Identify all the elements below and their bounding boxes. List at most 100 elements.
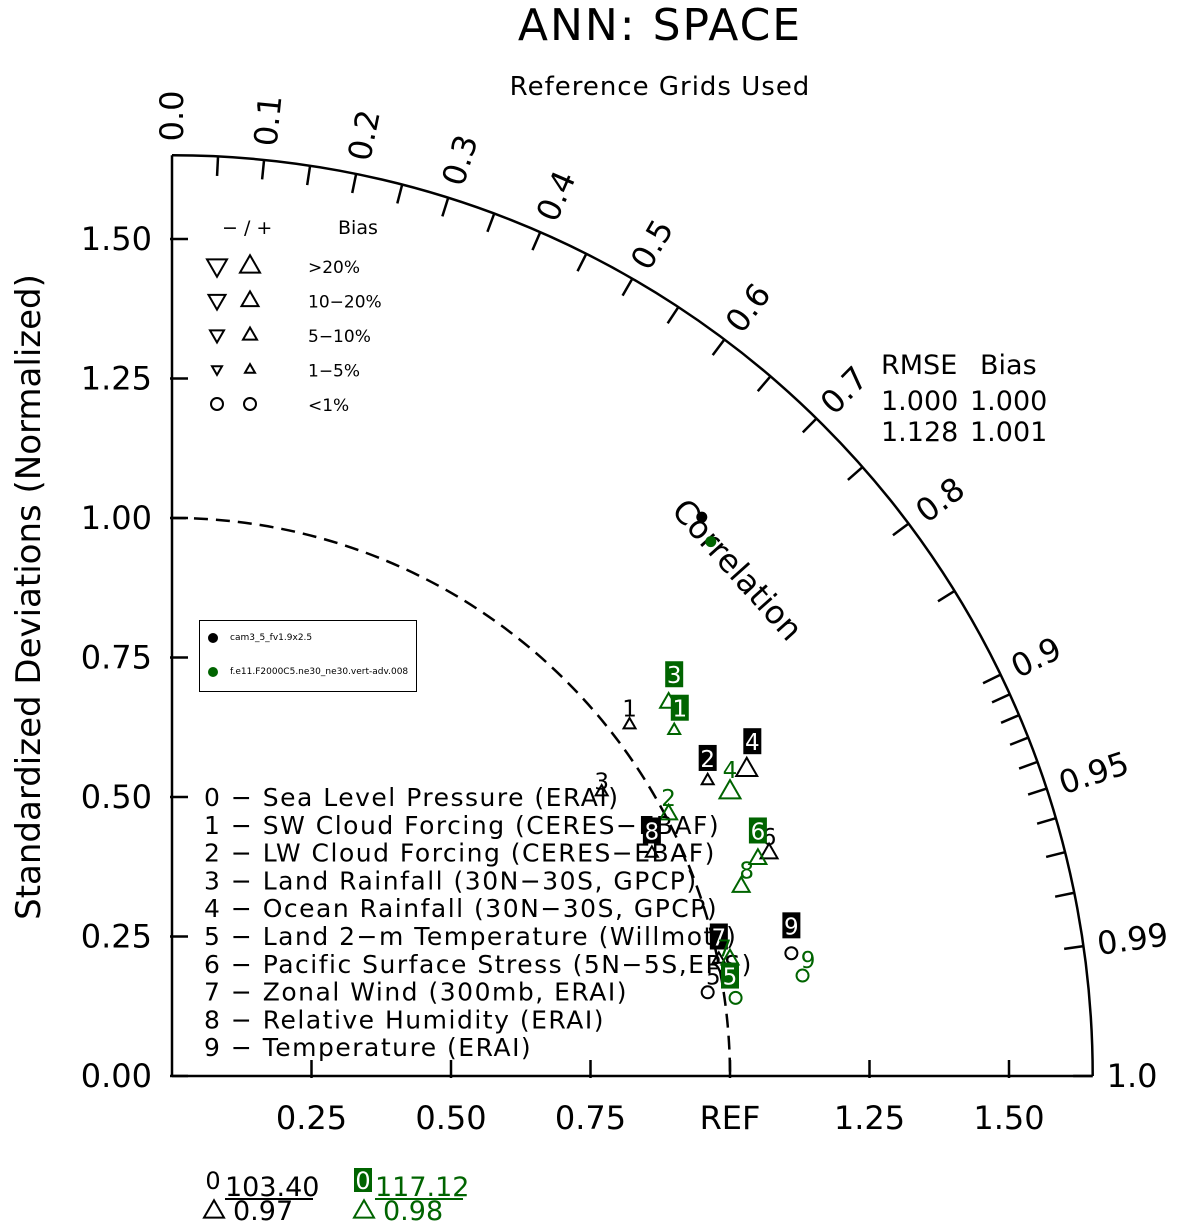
correlation-tick — [1018, 760, 1038, 770]
correlation-tick — [305, 165, 312, 186]
correlation-tick — [1009, 736, 1029, 746]
stats-rmse-value: 1.000 — [881, 386, 958, 417]
case-legend-item: f.e11.F2000C5.ne30_ne30.vert-adv.008 — [208, 667, 408, 677]
case-legend-item: cam3_5_fv1.9x2.5 — [208, 633, 312, 643]
correlation-tick — [991, 693, 1011, 704]
data-point-label: 1 — [672, 697, 687, 723]
bias-legend-down-icon — [208, 329, 226, 345]
data-point-label: 8 — [645, 819, 660, 845]
y-tick-label: 1.50 — [81, 220, 152, 258]
x-tick-label: 1.25 — [834, 1099, 905, 1137]
correlation-tick-label: 0.2 — [340, 107, 387, 164]
correlation-tick-label: 0.1 — [247, 93, 290, 147]
correlation-tick — [486, 213, 496, 233]
bias-legend-circle-icon — [210, 397, 224, 411]
outlier-triangle-icon — [202, 1198, 226, 1219]
variable-list-item: 8 − Relative Humidity (ERAI) — [204, 1005, 605, 1034]
correlation-tick — [441, 197, 450, 217]
data-point-label-box — [665, 661, 684, 688]
y-tick-label: 1.25 — [81, 360, 152, 398]
correlation-tick — [1036, 817, 1057, 825]
y-tick-label: 0.75 — [81, 639, 152, 677]
data-point-label-box — [642, 817, 661, 844]
stats-bias-value: 1.000 — [970, 386, 1047, 417]
bias-legend-title: Bias — [338, 217, 378, 239]
x-tick-label: 0.50 — [415, 1099, 486, 1137]
data-point-marker — [644, 844, 660, 858]
correlation-tick — [1054, 891, 1075, 898]
data-point-marker — [747, 847, 769, 866]
correlation-tick-label: 0.7 — [813, 359, 876, 422]
correlation-tick-label: 1.0 — [1107, 1057, 1158, 1095]
case-summary-dot — [696, 511, 708, 523]
data-point-label-box — [743, 728, 762, 755]
correlation-tick — [937, 589, 956, 603]
data-point-marker — [593, 782, 610, 797]
y-tick-label: 1.00 — [81, 499, 152, 537]
stats-header-rmse: RMSE — [881, 350, 957, 381]
data-point-label: 1 — [622, 697, 637, 723]
data-point-marker — [711, 950, 727, 964]
data-point-label: 9 — [801, 948, 816, 974]
correlation-tick-label: 0.4 — [528, 165, 583, 227]
y-tick-label: 0.00 — [81, 1057, 152, 1095]
correlation-tick — [666, 306, 680, 325]
data-point-label-box — [698, 744, 717, 771]
variable-list: 0 − Sea Level Pressure (ERAI)1 − SW Clou… — [204, 783, 751, 1062]
correlation-tick — [396, 184, 404, 204]
data-point-label: 3 — [667, 663, 682, 689]
outlier-legend: 0 103.400.970 117.120.98 — [202, 1167, 469, 1227]
bias-legend-down-icon — [210, 365, 224, 377]
data-point-marker — [784, 946, 799, 961]
bias-legend-row-label: 5−10% — [308, 327, 371, 347]
correlation-tick-label: 0.99 — [1095, 915, 1171, 963]
correlation-tick — [756, 375, 772, 392]
data-point-marker — [699, 771, 716, 786]
correlation-tick — [1027, 787, 1048, 796]
outlier-corr: 0.98 — [383, 1196, 443, 1227]
bias-legend-row-label: >20% — [308, 258, 360, 278]
outer-arc — [171, 154, 1094, 1077]
y-axis-label: Standardized Deviations (Normalized) — [9, 274, 49, 920]
correlation-tick — [1000, 714, 1020, 724]
correlation-tick-label: 0.8 — [908, 469, 972, 530]
case-2-marker — [208, 667, 218, 677]
correlation-tick — [531, 231, 542, 251]
variable-list-item: 7 − Zonal Wind (300mb, ERAI) — [204, 978, 628, 1007]
bias-legend-up-icon — [239, 289, 261, 308]
correlation-tick-label: 0.6 — [718, 276, 779, 340]
data-point-label: 4 — [745, 730, 760, 756]
data-point-label: 5 — [706, 965, 721, 991]
bias-legend-row-label: <1% — [308, 396, 349, 416]
case-legend: cam3_5_fv1.9x2.5 f.e11.F2000C5.ne30_ne30… — [199, 620, 417, 692]
data-point-label: 9 — [784, 914, 799, 940]
case-2-name: f.e11.F2000C5.ne30_ne30.vert-adv.008 — [230, 667, 409, 677]
x-tick-label: 1.50 — [973, 1099, 1044, 1137]
data-point-marker — [734, 755, 759, 778]
correlation-tick — [621, 278, 634, 297]
correlation-tick — [260, 159, 266, 180]
bias-legend-up-icon — [238, 253, 262, 274]
data-point-label: 7 — [712, 926, 727, 952]
stats-bias-value: 1.001 — [970, 417, 1047, 448]
bias-legend: − / + Bias >20% 10−20% 5−10% 1−5% <1% — [205, 217, 382, 416]
outlier-variable: 0 — [355, 1167, 370, 1195]
x-tick-label: REF — [700, 1099, 761, 1137]
correlation-tick — [351, 173, 358, 194]
data-point-marker — [717, 778, 743, 800]
correlation-tick — [576, 253, 588, 272]
correlation-tick — [1063, 944, 1084, 951]
chart-title: ANN: SPACE — [518, 0, 802, 51]
correlation-tick-label: 0.3 — [434, 130, 486, 190]
chart-subtitle: Reference Grids Used — [510, 72, 811, 102]
reference-arc — [171, 516, 732, 1077]
correlation-tick — [1045, 850, 1066, 859]
outlier-triangle-icon — [352, 1198, 376, 1219]
correlation-tick — [711, 338, 726, 356]
bias-legend-row-label: 1−5% — [308, 362, 360, 382]
x-tick-label: 0.75 — [555, 1099, 626, 1137]
data-point-label-box — [748, 817, 767, 844]
bias-legend-circle-icon — [243, 397, 257, 411]
